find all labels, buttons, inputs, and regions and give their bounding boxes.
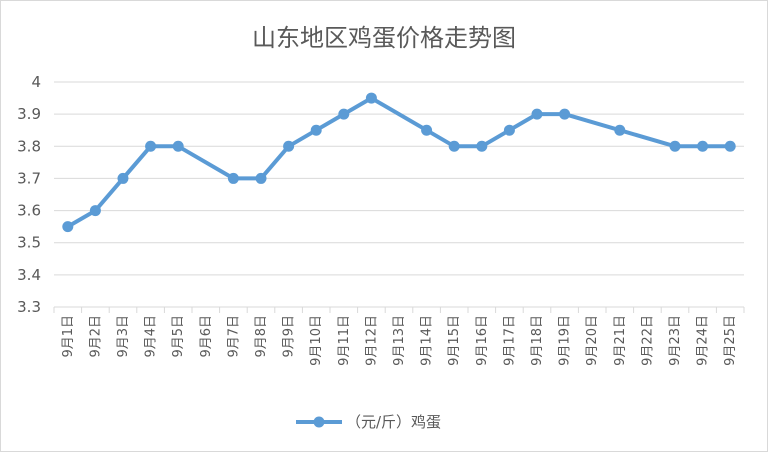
- data-point[interactable]: [227, 172, 239, 184]
- y-tick-label: 3.8: [17, 137, 41, 155]
- x-tick-label: 9月20日: [585, 315, 600, 366]
- data-point[interactable]: [503, 124, 515, 136]
- data-point[interactable]: [421, 124, 433, 136]
- x-tick-label: 9月7日: [226, 315, 241, 358]
- data-point[interactable]: [531, 108, 543, 120]
- x-tick-label: 9月21日: [613, 315, 628, 366]
- data-point[interactable]: [62, 221, 74, 233]
- series-layer: [62, 92, 736, 233]
- data-point[interactable]: [448, 140, 460, 152]
- y-axis-ticks: 3.3 3.4 3.5 3.6 3.7 3.8 3.9 4: [17, 73, 41, 316]
- data-point[interactable]: [310, 124, 322, 136]
- data-point[interactable]: [283, 140, 295, 152]
- x-tick-label: 9月23日: [668, 315, 683, 366]
- series-line: [65, 96, 733, 229]
- legend-label: （元/斤）鸡蛋: [346, 413, 441, 431]
- y-tick-label: 3.9: [17, 105, 41, 123]
- data-point[interactable]: [255, 172, 267, 184]
- y-tick-label: 4: [31, 73, 41, 91]
- x-tick-label: 9月6日: [199, 315, 214, 358]
- y-tick-label: 3.7: [17, 169, 41, 187]
- x-tick-label: 9月25日: [723, 315, 738, 366]
- data-point[interactable]: [614, 124, 626, 136]
- x-tick-label: 9月19日: [558, 315, 573, 366]
- x-tick-label: 9月3日: [116, 315, 131, 358]
- data-point[interactable]: [172, 140, 184, 152]
- x-tick-label: 9月12日: [364, 315, 379, 366]
- x-tick-label: 9月10日: [309, 315, 324, 366]
- data-point[interactable]: [669, 140, 681, 152]
- data-point[interactable]: [476, 140, 488, 152]
- x-tick-label: 9月8日: [254, 315, 269, 358]
- y-tick-label: 3.3: [17, 298, 41, 316]
- x-tick-label: 9月18日: [530, 315, 545, 366]
- legend[interactable]: （元/斤）鸡蛋: [296, 413, 441, 431]
- x-tick-label: 9月11日: [337, 315, 352, 366]
- data-point[interactable]: [697, 140, 709, 152]
- x-tick-label: 9月22日: [640, 315, 655, 366]
- x-tick-label: 9月16日: [475, 315, 490, 366]
- x-tick-label: 9月17日: [502, 315, 517, 366]
- legend-swatch-marker: [313, 416, 325, 428]
- x-tick-label: 9月15日: [447, 315, 462, 366]
- data-point[interactable]: [338, 108, 350, 120]
- y-tick-label: 3.5: [17, 234, 41, 252]
- x-tick-label: 9月13日: [392, 315, 407, 366]
- chart-title: 山东地区鸡蛋价格走势图: [252, 24, 516, 52]
- x-tick-label: 9月4日: [144, 315, 159, 358]
- data-point[interactable]: [724, 140, 736, 152]
- x-tick-label: 9月5日: [171, 315, 186, 358]
- x-tick-label: 9月14日: [420, 315, 435, 366]
- x-tick-label: 9月2日: [88, 315, 103, 358]
- data-point[interactable]: [145, 140, 157, 152]
- y-tick-label: 3.6: [17, 202, 41, 220]
- data-point[interactable]: [89, 205, 101, 217]
- x-tick-label: 9月1日: [61, 315, 76, 358]
- data-point[interactable]: [559, 108, 571, 120]
- x-axis-ticks: 9月1日 9月2日 9月3日 9月4日 9月5日 9月6日 9月7日 9月8日 9月9日 9月10…: [53, 307, 745, 366]
- data-point[interactable]: [365, 92, 377, 104]
- x-tick-label: 9月9日: [282, 315, 297, 358]
- y-tick-label: 3.4: [17, 266, 41, 284]
- data-point[interactable]: [117, 172, 129, 184]
- x-tick-label: 9月24日: [696, 315, 711, 366]
